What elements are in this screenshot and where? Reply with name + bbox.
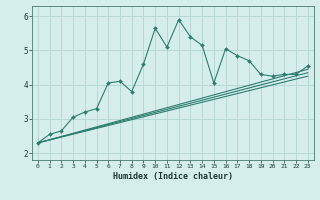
X-axis label: Humidex (Indice chaleur): Humidex (Indice chaleur) — [113, 172, 233, 181]
